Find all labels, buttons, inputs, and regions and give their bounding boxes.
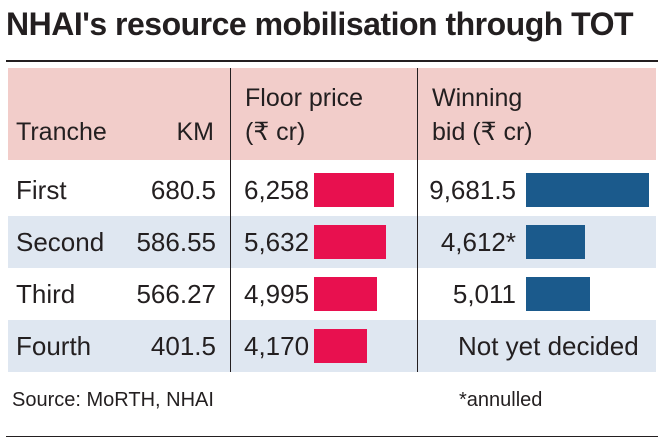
km-value: 566.27 <box>136 279 216 309</box>
floor-value: 4,170 <box>244 331 310 361</box>
header-tranche: Tranche <box>16 118 107 146</box>
winning-value: Not yet decided <box>458 331 639 361</box>
header-floor-line2: (₹ cr) <box>245 118 306 146</box>
floor-value: 6,258 <box>244 175 310 205</box>
header-km: KM <box>176 118 215 146</box>
floor-bar-first <box>314 173 394 207</box>
winning-value: 5,011 <box>452 279 516 309</box>
tranche-label: Fourth <box>16 331 92 361</box>
floor-bar-third <box>314 277 377 311</box>
winning-bar-third <box>526 277 590 311</box>
km-value: 401.5 <box>150 331 216 361</box>
header-floor-line1: Floor price <box>245 84 364 112</box>
winning-bar-first <box>526 173 649 207</box>
source-note: Source: MoRTH, NHAI <box>12 389 214 411</box>
header-winning-line1: Winning <box>432 84 523 112</box>
floor-value: 5,632 <box>244 227 310 257</box>
bottom-rule <box>6 436 658 437</box>
divider-km-floor <box>230 68 231 372</box>
floor-bar-second <box>314 225 386 259</box>
divider-floor-winning <box>417 68 418 372</box>
winning-bar-second <box>526 225 585 259</box>
tranche-label: First <box>16 175 67 205</box>
tranche-label: Second <box>16 227 105 257</box>
winning-value: 4,612* <box>440 227 516 257</box>
header-winning-line2: bid (₹ cr) <box>432 118 533 146</box>
title-rule <box>6 60 658 62</box>
floor-value: 4,995 <box>244 279 310 309</box>
header-band <box>8 68 656 160</box>
km-value: 586.55 <box>136 227 216 257</box>
chart-title: NHAI's resource mobilisation through TOT <box>6 6 634 42</box>
tranche-label: Third <box>16 279 76 309</box>
floor-bar-fourth <box>314 329 367 363</box>
winning-value: 9,681.5 <box>429 175 516 205</box>
footnote: *annulled <box>459 389 543 411</box>
km-value: 680.5 <box>150 175 216 205</box>
